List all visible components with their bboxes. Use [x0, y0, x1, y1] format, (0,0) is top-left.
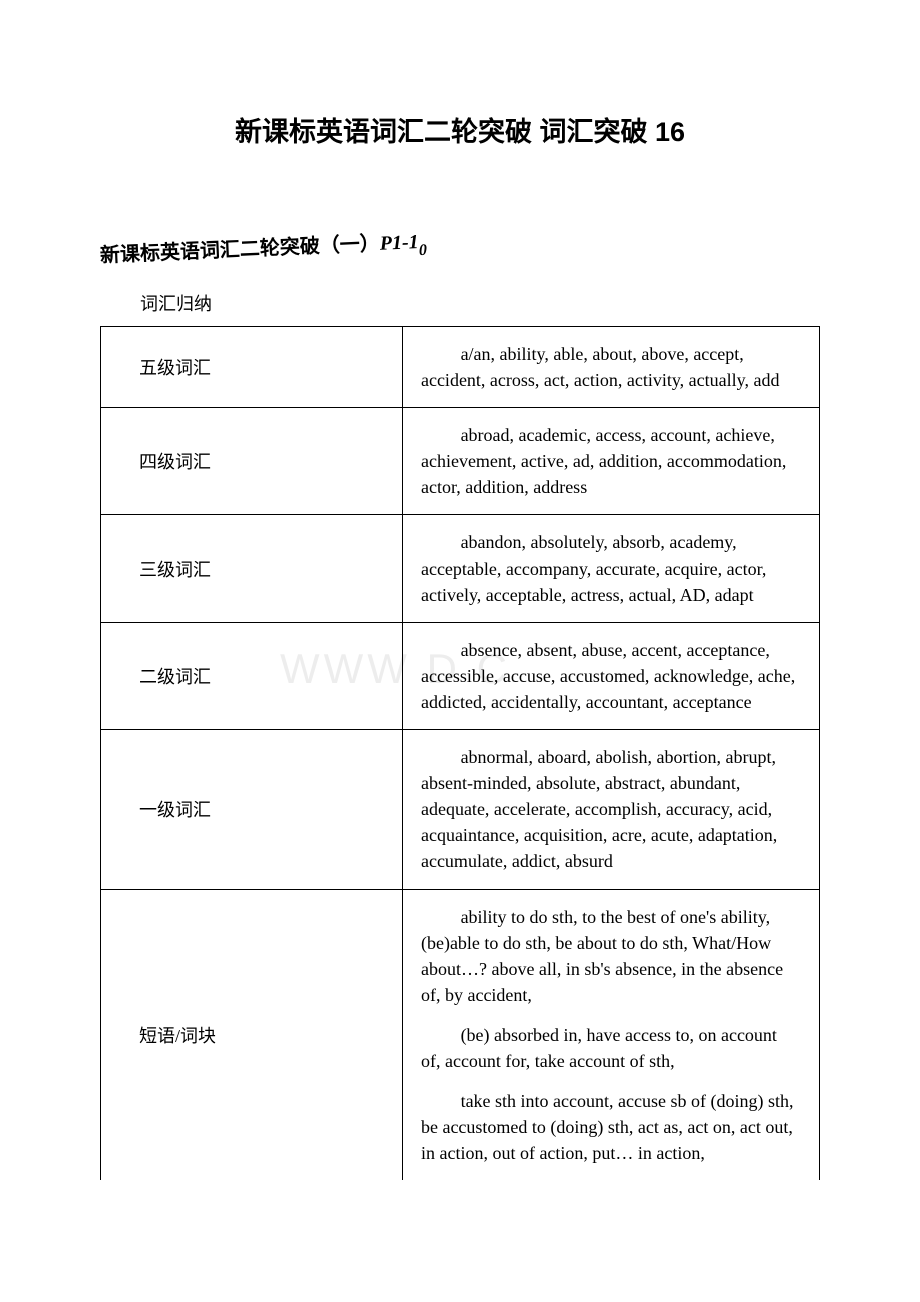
content-paragraph: take sth into account, accuse sb of (doi… [421, 1088, 797, 1166]
content-paragraph: abroad, academic, access, account, achie… [421, 422, 797, 500]
table-row: 四级词汇abroad, academic, access, account, a… [101, 408, 820, 515]
content-paragraph: abandon, absolutely, absorb, academy, ac… [421, 529, 797, 607]
table-row: 五级词汇 a/an, ability, able, about, above, a… [101, 327, 820, 408]
subtitle-pageref-sub: 0 [419, 242, 428, 259]
row-label: 短语/词块 [101, 889, 403, 1180]
subtitle-container: 新课标英语词汇二轮突破（一）P1-10 [100, 239, 820, 272]
row-content: abroad, academic, access, account, achie… [402, 408, 819, 515]
table-row: 一级词汇abnormal, aboard, abolish, abortion,… [101, 730, 820, 889]
vocab-table: 五级词汇 a/an, ability, able, about, above, a… [100, 326, 820, 1180]
row-label: 一级词汇 [101, 730, 403, 889]
row-content: abandon, absolutely, absorb, academy, ac… [402, 515, 819, 622]
row-label: 五级词汇 [101, 327, 403, 408]
table-row: 三级词汇abandon, absolutely, absorb, academy… [101, 515, 820, 622]
row-content: ability to do sth, to the best of one's … [402, 889, 819, 1180]
subtitle-cn: 新课标英语词汇二轮突破（一） [100, 233, 381, 267]
table-caption: 词汇归纳 [140, 290, 820, 316]
page-title: 新课标英语词汇二轮突破 词汇突破 16 [100, 110, 820, 149]
content-paragraph: ability to do sth, to the best of one's … [421, 904, 797, 1008]
table-row: 短语/词块ability to do sth, to the best of o… [101, 889, 820, 1180]
row-content: abnormal, aboard, abolish, abortion, abr… [402, 730, 819, 889]
row-label: 四级词汇 [101, 408, 403, 515]
subtitle: 新课标英语词汇二轮突破（一）P1-10 [99, 225, 427, 272]
row-label: 三级词汇 [101, 515, 403, 622]
row-content: a/an, ability, able, about, above, accep… [402, 327, 819, 408]
content-paragraph: absence, absent, abuse, accent, acceptan… [421, 637, 797, 715]
content-paragraph: abnormal, aboard, abolish, abortion, abr… [421, 744, 797, 874]
table-row: 二级词汇absence, absent, abuse, accent, acce… [101, 622, 820, 729]
content-paragraph: (be) absorbed in, have access to, on acc… [421, 1022, 797, 1074]
content-paragraph: a/an, ability, able, about, above, accep… [421, 341, 797, 393]
row-label: 二级词汇 [101, 622, 403, 729]
subtitle-pageref: P1-1 [379, 231, 419, 255]
row-content: absence, absent, abuse, accent, acceptan… [402, 622, 819, 729]
